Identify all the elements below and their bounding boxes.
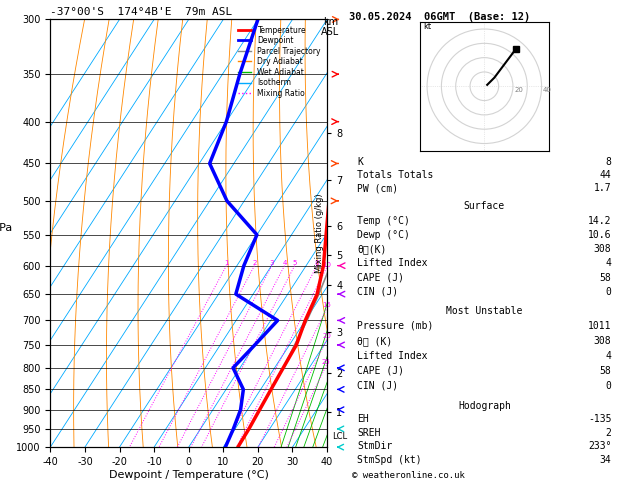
Text: Lifted Index: Lifted Index: [357, 351, 428, 361]
Text: 1.7: 1.7: [594, 183, 611, 193]
Text: -135: -135: [588, 414, 611, 424]
Text: 58: 58: [599, 366, 611, 376]
Text: 308: 308: [594, 336, 611, 346]
Text: CAPE (J): CAPE (J): [357, 273, 404, 282]
Text: 8: 8: [314, 260, 319, 266]
Text: SREH: SREH: [357, 428, 381, 438]
Text: 4: 4: [282, 260, 287, 266]
Text: 20: 20: [323, 333, 331, 339]
Text: Surface: Surface: [464, 201, 505, 211]
Text: 0: 0: [606, 287, 611, 297]
Text: CIN (J): CIN (J): [357, 287, 398, 297]
Text: CAPE (J): CAPE (J): [357, 366, 404, 376]
Text: 15: 15: [322, 302, 331, 309]
Text: 4: 4: [606, 351, 611, 361]
Text: 1011: 1011: [588, 321, 611, 331]
Text: kt: kt: [423, 22, 431, 31]
Text: 44: 44: [599, 170, 611, 180]
Text: StmDir: StmDir: [357, 441, 392, 451]
Text: Totals Totals: Totals Totals: [357, 170, 433, 180]
Text: StmSpd (kt): StmSpd (kt): [357, 455, 422, 465]
Text: 10: 10: [322, 262, 331, 268]
Text: 14.2: 14.2: [588, 216, 611, 226]
Text: Pressure (mb): Pressure (mb): [357, 321, 433, 331]
Text: EH: EH: [357, 414, 369, 424]
Text: 40: 40: [543, 87, 552, 93]
Text: PW (cm): PW (cm): [357, 183, 398, 193]
Text: km: km: [323, 17, 338, 27]
Text: 308: 308: [594, 244, 611, 254]
Text: 5: 5: [292, 260, 297, 266]
Text: 8: 8: [606, 156, 611, 167]
Text: 4: 4: [606, 259, 611, 268]
Y-axis label: hPa: hPa: [0, 223, 13, 233]
Text: LCL: LCL: [333, 432, 348, 441]
Text: 2: 2: [606, 428, 611, 438]
Text: Lifted Index: Lifted Index: [357, 259, 428, 268]
Text: 3: 3: [269, 260, 274, 266]
Text: CIN (J): CIN (J): [357, 381, 398, 391]
Text: 30.05.2024  06GMT  (Base: 12): 30.05.2024 06GMT (Base: 12): [349, 12, 530, 22]
Text: Most Unstable: Most Unstable: [446, 306, 523, 316]
Text: 0: 0: [606, 381, 611, 391]
Text: θᴄ (K): θᴄ (K): [357, 336, 392, 346]
Text: Temp (°C): Temp (°C): [357, 216, 410, 226]
Text: © weatheronline.co.uk: © weatheronline.co.uk: [352, 471, 465, 480]
Text: Hodograph: Hodograph: [458, 400, 511, 411]
Text: 10.6: 10.6: [588, 230, 611, 240]
Text: θᴄ(K): θᴄ(K): [357, 244, 387, 254]
Text: -37°00'S  174°4B'E  79m ASL: -37°00'S 174°4B'E 79m ASL: [50, 7, 233, 17]
Text: 58: 58: [599, 273, 611, 282]
Legend: Temperature, Dewpoint, Parcel Trajectory, Dry Adiabat, Wet Adiabat, Isotherm, Mi: Temperature, Dewpoint, Parcel Trajectory…: [235, 23, 323, 100]
Text: Dewp (°C): Dewp (°C): [357, 230, 410, 240]
Text: 1: 1: [224, 260, 228, 266]
Text: 233°: 233°: [588, 441, 611, 451]
Text: K: K: [357, 156, 363, 167]
Text: 34: 34: [599, 455, 611, 465]
X-axis label: Dewpoint / Temperature (°C): Dewpoint / Temperature (°C): [109, 469, 269, 480]
Text: 2: 2: [252, 260, 257, 266]
Text: Mixing Ratio (g/kg): Mixing Ratio (g/kg): [315, 193, 324, 273]
Text: 25: 25: [322, 359, 331, 365]
Text: ASL: ASL: [321, 27, 340, 37]
Text: 20: 20: [515, 87, 523, 93]
